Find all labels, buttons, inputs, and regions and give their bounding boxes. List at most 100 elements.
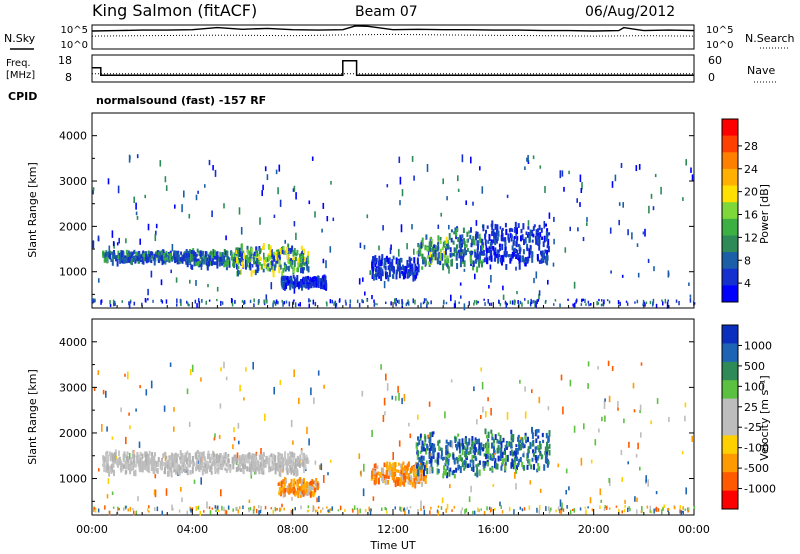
speckle bbox=[587, 361, 590, 367]
speckle bbox=[608, 395, 611, 403]
speckle bbox=[129, 299, 132, 303]
echo-cell-3 bbox=[423, 465, 426, 471]
speckle bbox=[506, 412, 509, 420]
speckle bbox=[223, 506, 225, 512]
echo-cell-4 bbox=[402, 272, 405, 280]
echo-cell-0 bbox=[260, 454, 263, 461]
echo-cell-0 bbox=[247, 453, 250, 460]
speckle bbox=[536, 299, 538, 302]
freq-tick-18: 18 bbox=[58, 54, 72, 67]
echo-cell-2 bbox=[236, 257, 238, 264]
speckle bbox=[530, 298, 532, 304]
echo-cell-1 bbox=[191, 253, 194, 261]
speckle bbox=[366, 298, 368, 302]
echo-cell-1 bbox=[221, 252, 224, 259]
echo-cell-0 bbox=[122, 257, 124, 264]
speckle bbox=[112, 241, 115, 247]
echo-cell-3 bbox=[428, 459, 431, 464]
echo-cell-5 bbox=[436, 257, 439, 265]
echo-cell-2 bbox=[300, 267, 303, 274]
speckle bbox=[398, 156, 401, 164]
echo-cell-0 bbox=[118, 450, 120, 456]
speckle bbox=[445, 508, 447, 513]
echo-cell-0 bbox=[244, 464, 247, 470]
echo-cell-4 bbox=[385, 255, 388, 263]
echo-cell-7 bbox=[538, 237, 541, 245]
echo-cell-0 bbox=[174, 251, 177, 257]
echo-cell-3 bbox=[448, 471, 451, 477]
echo-cell-2 bbox=[382, 467, 385, 474]
echo-cell-4 bbox=[497, 444, 500, 452]
speckle bbox=[327, 472, 329, 476]
speckle bbox=[524, 298, 526, 301]
speckle bbox=[641, 506, 643, 513]
echo-cell-4 bbox=[371, 270, 374, 277]
speckle bbox=[213, 437, 216, 441]
echo-cell-0 bbox=[108, 469, 111, 477]
speckle bbox=[147, 298, 149, 301]
speckle bbox=[234, 300, 236, 304]
echo-cell-4 bbox=[534, 446, 537, 454]
echo-cell-0 bbox=[144, 464, 147, 471]
echo-cell-0 bbox=[179, 466, 182, 470]
echo-cell-1 bbox=[213, 249, 216, 256]
echo-cell-2 bbox=[248, 255, 251, 262]
echo-cell-0 bbox=[195, 454, 198, 460]
echo-cell-0 bbox=[119, 466, 122, 471]
speckle bbox=[587, 383, 589, 389]
echo-cell-3 bbox=[306, 283, 309, 288]
echo-cell-6 bbox=[456, 228, 459, 232]
echo-cell-7 bbox=[508, 254, 510, 258]
speckle bbox=[329, 459, 332, 463]
echo-cell-4 bbox=[518, 458, 521, 463]
echo-cell-7 bbox=[520, 228, 523, 234]
speckle bbox=[486, 506, 488, 511]
echo-cell-0 bbox=[304, 460, 307, 467]
speckle bbox=[627, 507, 629, 513]
speckle bbox=[549, 507, 552, 512]
echo-cell-0 bbox=[182, 455, 185, 459]
echo-cell-0 bbox=[121, 467, 124, 471]
speckle bbox=[579, 202, 581, 207]
speckle bbox=[368, 508, 371, 512]
echo-cell-2 bbox=[417, 476, 420, 483]
echo-cell-4 bbox=[499, 455, 502, 462]
speckle bbox=[161, 510, 163, 516]
echo-cell-0 bbox=[263, 453, 266, 457]
speckle bbox=[636, 497, 638, 502]
speckle bbox=[585, 509, 587, 515]
echo-cell-0 bbox=[196, 464, 199, 470]
echo-cell-0 bbox=[102, 456, 105, 462]
echo-cell-4 bbox=[395, 272, 398, 280]
speckle bbox=[457, 175, 459, 182]
echo-cell-0 bbox=[201, 460, 204, 465]
speckle bbox=[579, 507, 582, 511]
speckle bbox=[364, 291, 366, 296]
echo-cell-0 bbox=[276, 464, 279, 471]
echo-cell-7 bbox=[533, 224, 536, 228]
speckle bbox=[534, 304, 536, 309]
echo-cell-4 bbox=[498, 440, 501, 444]
echo-cell-0 bbox=[279, 461, 282, 467]
echo-cell-3 bbox=[465, 441, 468, 445]
speckle bbox=[448, 266, 450, 274]
echo-cell-1 bbox=[292, 490, 295, 495]
speckle bbox=[243, 300, 246, 305]
echo-cell-0 bbox=[248, 452, 251, 456]
echo-cell-7 bbox=[518, 244, 521, 252]
echo-cell-0 bbox=[189, 460, 191, 467]
echo-cell-0 bbox=[199, 463, 202, 468]
echo-cell-7 bbox=[528, 236, 531, 243]
speckle bbox=[407, 299, 409, 303]
speckle bbox=[509, 300, 512, 305]
echo-cell-0 bbox=[155, 251, 158, 255]
echo-cell-0 bbox=[151, 452, 154, 459]
echo-cell-4 bbox=[519, 456, 522, 463]
echo-cell-6 bbox=[466, 238, 469, 244]
echo-cell-4 bbox=[372, 256, 375, 260]
echo-cell-4 bbox=[501, 462, 504, 467]
speckle bbox=[308, 298, 310, 303]
echo-cell-1 bbox=[209, 260, 212, 266]
echo-cell-3 bbox=[453, 469, 455, 473]
speckle bbox=[609, 507, 611, 510]
